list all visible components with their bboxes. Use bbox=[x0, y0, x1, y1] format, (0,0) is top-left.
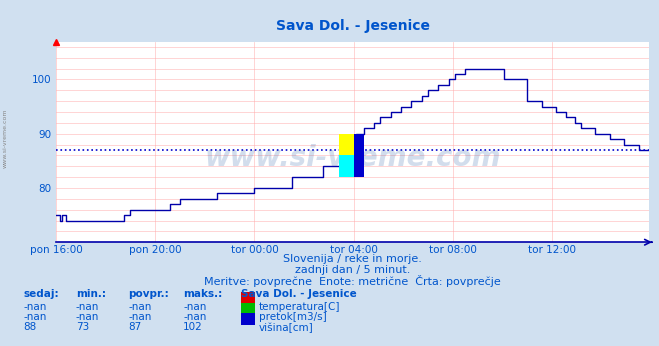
Text: -nan: -nan bbox=[129, 312, 152, 322]
Text: Sava Dol. - Jesenice: Sava Dol. - Jesenice bbox=[241, 289, 357, 299]
Text: www.si-vreme.com: www.si-vreme.com bbox=[3, 109, 8, 168]
Text: višina[cm]: višina[cm] bbox=[259, 322, 314, 333]
Text: 88: 88 bbox=[23, 322, 36, 333]
Text: -nan: -nan bbox=[183, 312, 206, 322]
Text: temperatura[C]: temperatura[C] bbox=[259, 302, 341, 312]
Text: maks.:: maks.: bbox=[183, 289, 223, 299]
Text: Slovenija / reke in morje.: Slovenija / reke in morje. bbox=[283, 254, 422, 264]
Bar bbox=[354, 134, 364, 177]
Text: -nan: -nan bbox=[183, 302, 206, 312]
Text: 73: 73 bbox=[76, 322, 89, 333]
Text: pretok[m3/s]: pretok[m3/s] bbox=[259, 312, 327, 322]
Text: www.si-vreme.com: www.si-vreme.com bbox=[204, 144, 501, 172]
Text: 102: 102 bbox=[183, 322, 203, 333]
Text: -nan: -nan bbox=[76, 312, 99, 322]
Text: zadnji dan / 5 minut.: zadnji dan / 5 minut. bbox=[295, 265, 411, 275]
Text: -nan: -nan bbox=[23, 302, 46, 312]
Bar bbox=[339, 134, 354, 155]
Text: sedaj:: sedaj: bbox=[23, 289, 59, 299]
Text: -nan: -nan bbox=[76, 302, 99, 312]
Text: -nan: -nan bbox=[23, 312, 46, 322]
Text: povpr.:: povpr.: bbox=[129, 289, 169, 299]
Text: min.:: min.: bbox=[76, 289, 106, 299]
Text: 87: 87 bbox=[129, 322, 142, 333]
Text: -nan: -nan bbox=[129, 302, 152, 312]
Bar bbox=[339, 155, 354, 177]
Text: Sava Dol. - Jesenice: Sava Dol. - Jesenice bbox=[275, 19, 430, 33]
Text: Meritve: povprečne  Enote: metrične  Črta: povprečje: Meritve: povprečne Enote: metrične Črta:… bbox=[204, 275, 501, 287]
